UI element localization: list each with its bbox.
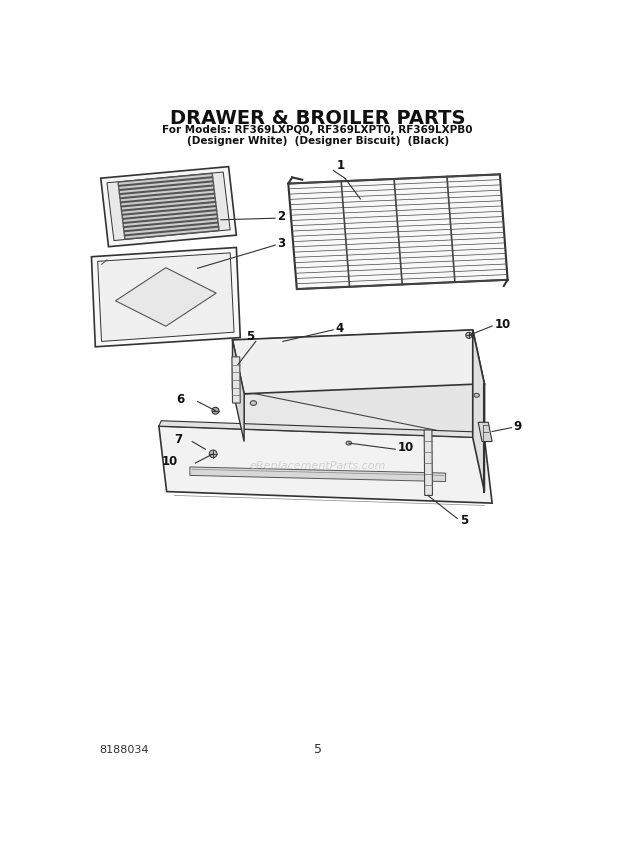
Text: 2: 2 [278, 211, 286, 223]
Text: 9: 9 [514, 419, 522, 432]
Text: 10: 10 [495, 318, 511, 331]
Text: 7: 7 [174, 433, 182, 446]
Polygon shape [244, 383, 484, 491]
Text: (Designer White)  (Designer Biscuit)  (Black): (Designer White) (Designer Biscuit) (Bla… [187, 136, 449, 146]
Polygon shape [92, 247, 241, 347]
Ellipse shape [346, 441, 352, 445]
Text: 5: 5 [314, 743, 322, 756]
Polygon shape [107, 172, 230, 241]
Polygon shape [159, 421, 487, 437]
Text: eReplacementParts.com: eReplacementParts.com [250, 461, 386, 471]
Polygon shape [232, 340, 244, 442]
Text: 5: 5 [459, 514, 468, 527]
Polygon shape [100, 167, 236, 247]
Polygon shape [288, 175, 508, 289]
Ellipse shape [250, 401, 257, 406]
Polygon shape [159, 426, 492, 503]
Text: 8188034: 8188034 [99, 745, 149, 754]
Polygon shape [232, 330, 472, 437]
Polygon shape [190, 467, 446, 482]
Text: For Models: RF369LXPQ0, RF369LXPT0, RF369LXPB0: For Models: RF369LXPQ0, RF369LXPT0, RF36… [162, 126, 473, 135]
Polygon shape [115, 268, 216, 326]
Text: 4: 4 [335, 322, 344, 335]
Text: DRAWER & BROILER PARTS: DRAWER & BROILER PARTS [170, 109, 466, 128]
Text: 3: 3 [278, 237, 286, 250]
Text: 10: 10 [397, 441, 414, 455]
Ellipse shape [212, 407, 219, 414]
Ellipse shape [466, 332, 472, 338]
Polygon shape [472, 330, 484, 491]
Text: 6: 6 [176, 393, 185, 406]
Polygon shape [478, 422, 492, 442]
Polygon shape [232, 357, 241, 403]
Ellipse shape [474, 394, 479, 397]
Text: 5: 5 [247, 330, 255, 342]
Text: 1: 1 [337, 159, 345, 172]
Polygon shape [424, 430, 433, 496]
Ellipse shape [210, 450, 217, 458]
Text: 10: 10 [162, 455, 179, 468]
Polygon shape [98, 253, 234, 342]
Polygon shape [232, 330, 484, 394]
